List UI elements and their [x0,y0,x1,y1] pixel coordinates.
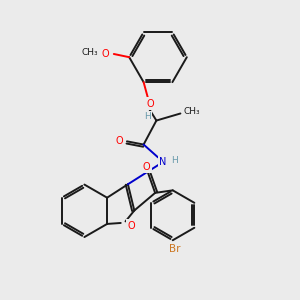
Text: CH₃: CH₃ [82,48,98,57]
Text: N: N [159,157,166,167]
Text: H: H [144,112,151,121]
Text: Br: Br [169,244,180,254]
Text: O: O [116,136,123,146]
Text: O: O [128,220,135,230]
Text: CH₃: CH₃ [183,107,200,116]
Text: H: H [172,156,178,165]
Text: O: O [146,99,154,109]
Text: O: O [101,49,109,59]
Text: O: O [143,162,150,172]
